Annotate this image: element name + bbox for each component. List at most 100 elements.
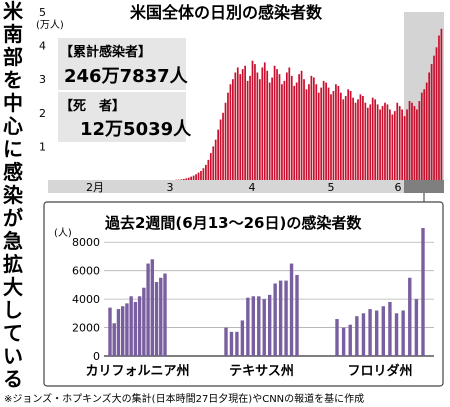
us-daily-bar [249, 75, 251, 180]
us-daily-bar [283, 80, 286, 180]
us-daily-bar [366, 107, 369, 180]
us-daily-bar [398, 106, 401, 180]
us-daily-bar [357, 99, 359, 180]
us-daily-bar [251, 60, 254, 180]
us-daily-bar [261, 67, 264, 180]
headline-char: 部 [3, 45, 23, 69]
us-daily-bar [224, 102, 227, 180]
us-y-tick-label: 4 [39, 40, 46, 53]
us-daily-bar [401, 109, 404, 180]
us-daily-bar [278, 74, 281, 180]
us-daily-bar [393, 111, 396, 180]
states-y-unit: (人) [54, 227, 72, 239]
us-daily-bar [305, 89, 308, 180]
us-daily-bar [209, 153, 212, 180]
us-daily-bar [276, 69, 278, 180]
state-daily-bar [273, 283, 277, 356]
us-daily-bar [219, 119, 222, 180]
us-daily-bar [200, 170, 202, 180]
us-daily-bar [308, 84, 310, 180]
us-daily-bar [384, 102, 386, 180]
us-daily-bar [317, 92, 320, 180]
us-daily-bar [212, 146, 215, 180]
state-daily-bar [278, 280, 283, 356]
us-daily-bar [359, 94, 362, 180]
states-y-tick-label: 0 [93, 350, 100, 363]
us-daily-bar [423, 89, 426, 180]
state-daily-bar [408, 277, 412, 356]
headline-char: 感 [3, 160, 23, 184]
us-daily-bar [271, 77, 273, 180]
headline-char: が [3, 206, 23, 230]
us-daily-bar [293, 85, 296, 180]
state-daily-bar [163, 273, 167, 356]
us-daily-bar [202, 168, 205, 180]
state-daily-bar [421, 228, 425, 356]
us-daily-bar [369, 104, 372, 180]
us-month-label: 6 [395, 181, 402, 194]
us-daily-bar [298, 74, 300, 180]
us-daily-bar [234, 72, 237, 180]
us-daily-bar [273, 65, 276, 180]
state-daily-bar [129, 296, 133, 356]
us-daily-bar [408, 101, 411, 180]
headline-char: 大 [3, 275, 23, 299]
us-daily-bar [263, 62, 266, 180]
states-y-tick-label: 2000 [72, 322, 100, 335]
us-daily-bar [349, 90, 352, 180]
us-daily-bar [312, 77, 315, 180]
us-month-label: 5 [328, 181, 335, 194]
us-daily-bar [185, 178, 188, 180]
us-daily-bar [418, 101, 421, 180]
headline-char: 急 [3, 229, 23, 253]
us-daily-bar [241, 69, 244, 180]
us-daily-bar [266, 70, 269, 180]
state-daily-bar [125, 303, 129, 356]
state-daily-bar [394, 313, 399, 356]
state-daily-bar [154, 282, 159, 356]
us-daily-bar [187, 177, 190, 180]
states-y-tick-label: 8000 [72, 236, 100, 249]
headline-char: 中 [3, 91, 23, 115]
headline-char: る [3, 367, 23, 391]
state-daily-bar [224, 327, 228, 356]
cumulative-cases-callout: 【累計感染者】 246万7837人 [58, 38, 189, 90]
us-daily-bar [190, 176, 193, 180]
us-month-label: 4 [249, 181, 256, 194]
us-daily-bar [285, 72, 288, 180]
us-daily-bar [205, 164, 207, 180]
us-daily-bar [320, 87, 323, 180]
us-daily-bar [182, 178, 185, 180]
us-daily-bar [214, 139, 217, 180]
state-daily-bar [133, 301, 138, 356]
us-daily-bar [376, 104, 379, 180]
state-daily-bar [235, 331, 239, 356]
states-group-labels: カリフォルニア州 テキサス州 フロリダ州 [85, 363, 412, 379]
us-daily-bar [425, 82, 428, 180]
source-note: ※ジョンズ・ホプキンズ大の集計(日本時間27日夕現在)やCNNの報道を基に作成 [4, 392, 364, 405]
us-daily-bar [195, 174, 197, 180]
us-daily-bar [295, 82, 298, 180]
headline-char: 米 [3, 0, 24, 23]
us-daily-bar [391, 114, 394, 180]
states-y-ticks: 0 2000 4000 6000 8000 [72, 236, 100, 363]
us-daily-bar [327, 87, 330, 180]
state-daily-bar [108, 307, 112, 356]
state-group-label: テキサス州 [229, 364, 294, 379]
us-daily-bar [406, 109, 408, 180]
month-axis-band [48, 180, 444, 193]
us-daily-bar [344, 96, 347, 180]
us-daily-bar [310, 75, 313, 180]
us-daily-bar [379, 109, 381, 180]
us-y-ticks: 1 2 3 4 5 [39, 6, 46, 153]
us-daily-bar [315, 84, 318, 180]
us-daily-bar [197, 172, 200, 180]
states-y-tick-label: 4000 [72, 293, 100, 306]
us-y-tick-label: 3 [39, 73, 46, 86]
us-daily-bar [339, 92, 342, 180]
state-daily-bar [414, 299, 419, 356]
us-daily-bar [354, 102, 357, 180]
us-daily-bar [413, 106, 416, 180]
state-daily-bar [374, 310, 379, 356]
